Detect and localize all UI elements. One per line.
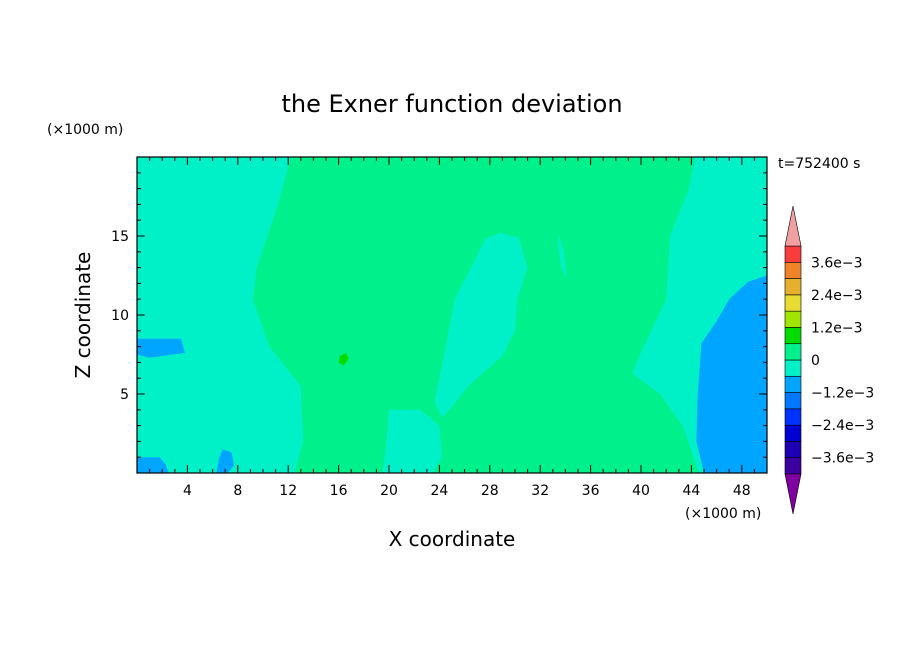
x-tick-label: 12 <box>279 483 297 499</box>
contour-region-6 <box>137 338 185 358</box>
colorbar-min-triangle <box>784 473 802 515</box>
colorbar-band <box>784 392 802 410</box>
colorbar-band <box>784 343 802 361</box>
colorbar-band <box>784 457 802 475</box>
x-tick-label: 16 <box>330 483 348 499</box>
y-axis-label: Z coordinate <box>71 252 95 379</box>
contour-region-3 <box>382 409 442 473</box>
contour-region-12 <box>338 352 349 366</box>
colorbar-band <box>784 310 802 328</box>
plot-frame <box>136 156 768 474</box>
colorbar-label: 1.2e−3 <box>811 320 863 336</box>
colorbar-label: 2.4e−3 <box>811 288 863 304</box>
colorbar-band <box>784 261 802 279</box>
colorbar-band <box>784 278 802 296</box>
chart-title: the Exner function deviation <box>281 90 622 118</box>
x-tick-label: 32 <box>531 483 549 499</box>
contour-region-7 <box>137 457 169 473</box>
contour-region-11 <box>207 408 222 432</box>
colorbar-band <box>784 441 802 459</box>
colorbar-label: 0 <box>811 353 820 369</box>
contour-region-4 <box>557 236 567 279</box>
z-unit-label: (×1000 m) <box>47 122 123 138</box>
x-axis-label: X coordinate <box>389 527 516 551</box>
x-tick-label: 44 <box>682 483 700 499</box>
contour-fill-layer <box>137 157 767 473</box>
colorbar-label: 3.6e−3 <box>811 255 863 271</box>
x-tick-label: 20 <box>380 483 398 499</box>
colorbar: 3.6e−3 2.4e−3 1.2e−3 0 −1.2e−3 −2.4e−3 −3.6e−3 <box>784 205 874 515</box>
x-tick-label: 8 <box>233 483 242 499</box>
x-tick-label: 24 <box>430 483 448 499</box>
contour-region-9 <box>294 275 377 473</box>
x-tick-label: 4 <box>183 483 192 499</box>
colorbar-label: −3.6e−3 <box>811 451 874 467</box>
colorbar-band <box>784 424 802 442</box>
colorbar-band <box>784 359 802 377</box>
x-tick-label: 40 <box>632 483 650 499</box>
contour-region-2 <box>434 232 528 418</box>
contour-region-0 <box>137 157 304 473</box>
contour-region-5 <box>696 275 767 473</box>
x-tick-label: 28 <box>481 483 499 499</box>
y-tick-label: 10 <box>111 308 129 324</box>
colorbar-band <box>784 375 802 393</box>
x-axis-ticks: 4 8 12 16 20 24 28 32 36 40 44 48 <box>149 157 755 499</box>
time-label: t=752400 s <box>778 156 860 172</box>
y-axis-ticks: 5 10 15 <box>111 172 767 458</box>
colorbar-max-triangle <box>784 205 802 247</box>
colorbar-band <box>784 327 802 345</box>
colorbar-band <box>784 294 802 312</box>
x-tick-label: 48 <box>733 483 751 499</box>
x-tick-label: 36 <box>582 483 600 499</box>
colorbar-band <box>784 408 802 426</box>
colorbar-band <box>784 245 802 263</box>
y-tick-label: 15 <box>111 229 129 245</box>
contour-region-8 <box>216 449 234 473</box>
colorbar-label: −1.2e−3 <box>811 386 874 402</box>
x-unit-label: (×1000 m) <box>685 506 761 522</box>
y-tick-label: 5 <box>120 387 129 403</box>
colorbar-label: −2.4e−3 <box>811 418 874 434</box>
contour-region-10 <box>588 357 664 473</box>
